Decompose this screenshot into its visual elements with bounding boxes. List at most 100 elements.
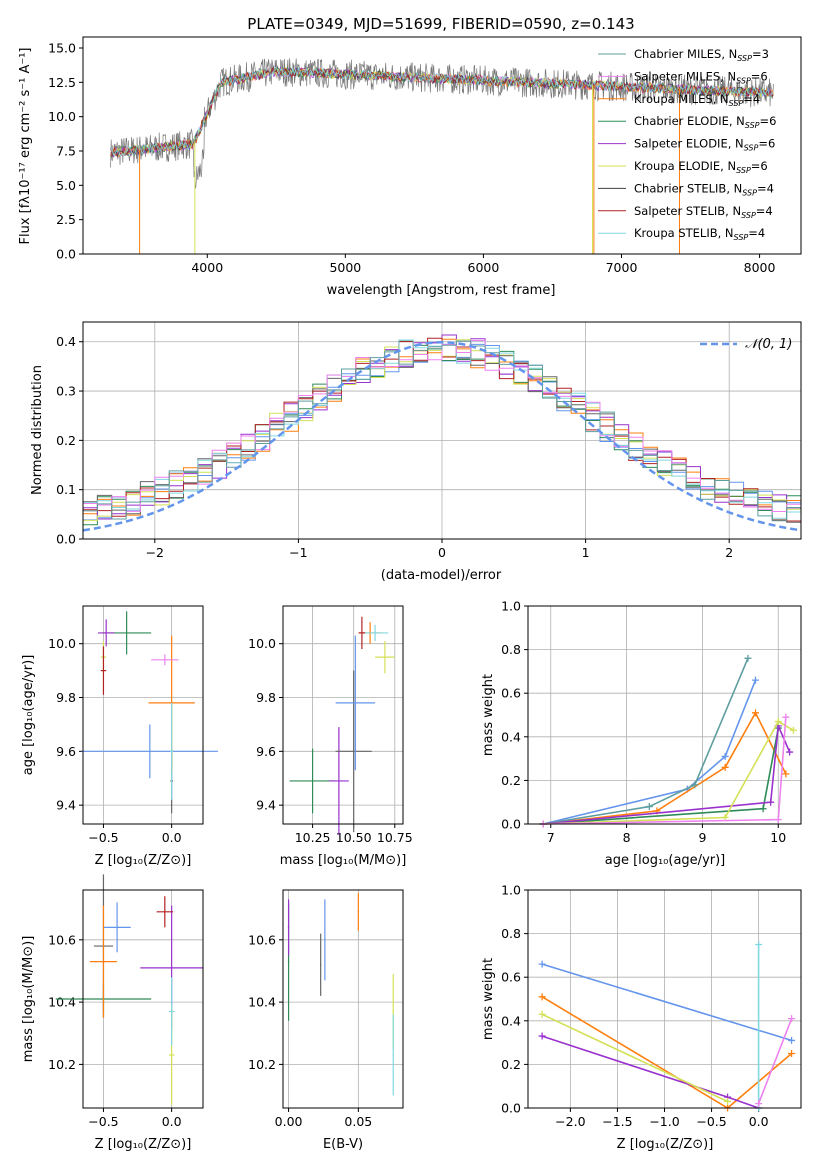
y-tick-label: 0.0 — [501, 817, 521, 832]
x-tick-label: −2 — [146, 545, 164, 560]
mass-vs-z-panel: −0.5 0.0 10.2 10.4 10.6 Z [log₁₀(Z/Z⊙)] mass… — [21, 874, 204, 1152]
x-tick-label: 0 — [438, 545, 446, 560]
mw-z-xlabel: Z [log₁₀(Z/Z⊙)] — [617, 1137, 714, 1152]
mass-ebv-xlabel: E(B-V) — [323, 1137, 363, 1152]
mass-z-ylabel: mass [log₁₀(M/M⊙)] — [21, 936, 36, 1063]
y-tick-label: 12.5 — [48, 75, 76, 90]
series-point — [744, 654, 752, 662]
x-tick-label: 0.0 — [162, 830, 182, 845]
x-tick-label: 1 — [582, 545, 590, 560]
histogram-xlabel: (data-model)/error — [381, 568, 502, 583]
series-line — [541, 996, 793, 1109]
x-tick-label: 9 — [698, 830, 706, 845]
y-tick-label: 1.0 — [501, 599, 521, 614]
series-point — [538, 1032, 546, 1040]
series-point — [774, 816, 782, 824]
x-tick-label: 7000 — [606, 260, 638, 275]
series-point — [538, 1010, 546, 1018]
normal-curve-line — [82, 340, 802, 532]
age-mass-xlabel: mass [log₁₀(M/M⊙)] — [280, 853, 407, 868]
series-point — [759, 805, 767, 813]
model-spectrum-line — [110, 67, 774, 157]
series-point — [782, 770, 790, 778]
y-tick-label: 0.8 — [501, 926, 521, 941]
series-point — [538, 960, 546, 968]
legend-label: Salpeter MILES, NSSP=6 — [634, 69, 768, 85]
y-tick-label: 15.0 — [48, 40, 76, 55]
y-tick-label: 9.6 — [256, 744, 276, 759]
y-tick-label: 10.6 — [48, 932, 76, 947]
y-tick-label: 9.6 — [56, 744, 76, 759]
series-point — [691, 781, 699, 789]
series-point — [786, 748, 794, 756]
series-point — [721, 752, 729, 760]
y-tick-label: 9.4 — [56, 798, 76, 813]
series-point — [774, 718, 782, 726]
legend-label: Chabrier ELODIE, NSSP=6 — [634, 114, 776, 130]
legend-label: Kroupa STELIB, NSSP=4 — [634, 226, 765, 242]
series-point — [789, 726, 797, 734]
mass-weight-vs-age-panel: 7 8 9 10 0.0 0.2 0.4 0.6 0.8 1.0 age [log₁₀(age/y… — [481, 599, 802, 868]
series-line — [541, 963, 792, 1042]
x-tick-label: 0.00 — [275, 1114, 303, 1129]
legend-label: Chabrier MILES, NSSP=3 — [634, 47, 769, 63]
y-tick-label: 0.4 — [56, 334, 76, 349]
series-point — [724, 1097, 732, 1105]
series-point — [645, 803, 653, 811]
x-tick-label: 2 — [725, 545, 733, 560]
spectrum-ylabel: Flux [fλ10⁻¹⁷ erg cm⁻² s⁻¹ A⁻¹] — [18, 48, 33, 245]
residual-histogram-panel: −2 −1 0 1 2 0.0 0.1 0.2 0.3 0.4 (data-model)/erro… — [30, 321, 802, 583]
y-tick-label: 0.6 — [501, 970, 521, 985]
legend-label: Salpeter ELODIE, NSSP=6 — [634, 137, 775, 153]
y-tick-label: 0.2 — [501, 1057, 521, 1072]
mass-z-xlabel: Z [log₁₀(Z/Z⊙)] — [95, 1137, 192, 1152]
legend-label: Kroupa ELODIE, NSSP=6 — [634, 159, 768, 175]
y-tick-label: 0.4 — [501, 1013, 521, 1028]
y-tick-label: 0.2 — [56, 433, 76, 448]
mw-age-xlabel: age [log₁₀(age/yr)] — [605, 853, 726, 868]
y-tick-label: 10.0 — [248, 636, 276, 651]
x-tick-label: −0.5 — [88, 1114, 118, 1129]
mass-weight-vs-z-panel: −2.0 −1.5 −1.0 −0.5 0.0 0.0 0.2 0.4 0.6 0.8 1.0 Z … — [481, 883, 802, 1152]
spectrum-legend: Chabrier MILES, NSSP=3 Salpeter MILES, NS… — [598, 47, 776, 242]
y-tick-label: 0.0 — [56, 247, 76, 262]
series-point — [752, 709, 759, 717]
x-tick-label: −1.5 — [602, 1114, 632, 1129]
x-tick-label: 7 — [547, 830, 555, 845]
x-tick-label: −0.5 — [88, 830, 118, 845]
x-tick-label: −0.5 — [696, 1114, 726, 1129]
x-tick-label: 10 — [770, 830, 786, 845]
y-tick-label: 2.5 — [56, 212, 76, 227]
x-tick-label: −1 — [289, 545, 307, 560]
series-line — [543, 711, 787, 825]
y-tick-label: 10.2 — [248, 1057, 276, 1072]
mw-z-ylabel: mass weight — [481, 958, 496, 1040]
x-tick-label: 5000 — [329, 260, 361, 275]
y-tick-label: 0.0 — [501, 1101, 521, 1116]
y-tick-label: 9.4 — [256, 798, 276, 813]
legend-label: Chabrier STELIB, NSSP=4 — [634, 181, 774, 197]
series-line — [543, 657, 749, 825]
x-tick-label: 10.50 — [336, 830, 372, 845]
series-point — [782, 713, 790, 721]
y-tick-label: 0.0 — [56, 532, 76, 547]
series-line — [541, 1013, 728, 1103]
y-tick-label: 7.5 — [56, 143, 76, 158]
y-tick-label: 0.4 — [501, 729, 521, 744]
series-line — [543, 717, 787, 825]
series-line — [543, 727, 780, 825]
y-tick-label: 5.0 — [56, 178, 76, 193]
spectrum-panel: PLATE=0349, MJD=51699, FIBERID=0590, z=0… — [18, 15, 802, 298]
x-tick-label: 8000 — [744, 260, 776, 275]
series-point — [788, 1050, 796, 1057]
series-point — [767, 798, 775, 806]
series-line — [757, 1018, 793, 1104]
series-point — [755, 941, 763, 948]
histogram-ylabel: Normed distribution — [30, 365, 45, 495]
y-tick-label: 10.4 — [48, 995, 76, 1010]
y-tick-label: 1.0 — [501, 883, 521, 898]
x-tick-label: 10.25 — [295, 830, 331, 845]
y-tick-label: 0.6 — [501, 686, 521, 701]
age-z-xlabel: Z [log₁₀(Z/Z⊙)] — [95, 853, 192, 868]
